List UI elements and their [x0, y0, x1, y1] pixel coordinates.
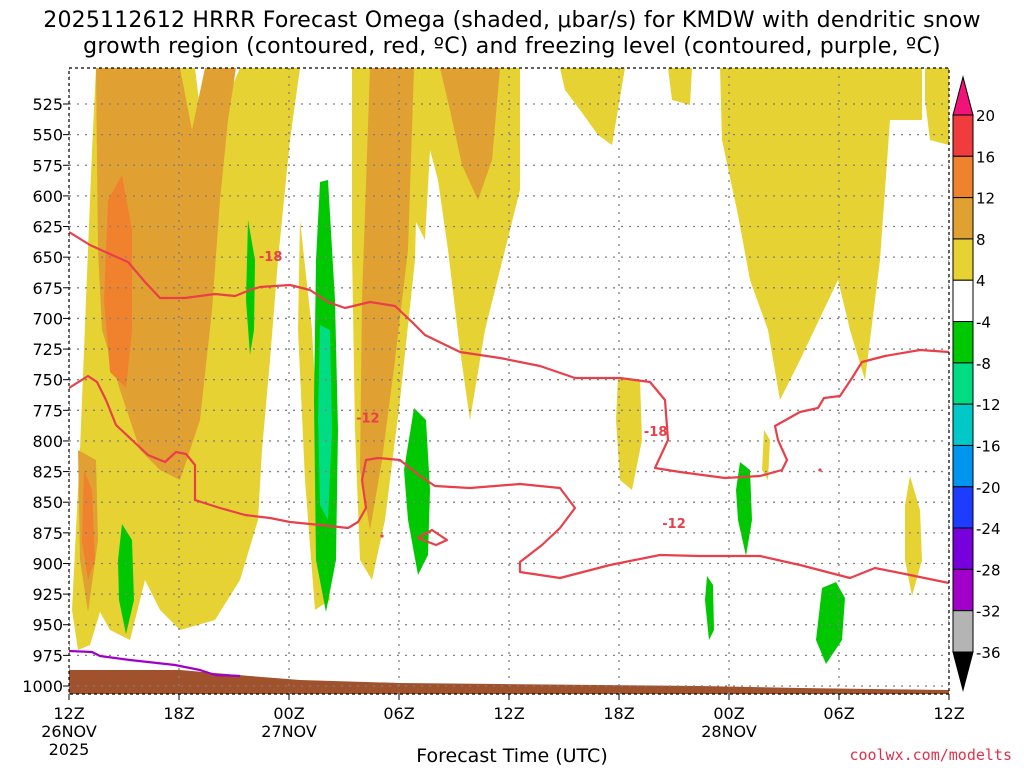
- colorbar-label: -32: [976, 603, 1001, 621]
- colorbar-label: -12: [976, 396, 1001, 414]
- y-tick-label: 925: [32, 585, 63, 604]
- omega-yellow-mid2: [560, 68, 625, 145]
- y-tick-label: 975: [32, 646, 63, 665]
- omega-tan-mid: [360, 68, 414, 530]
- colorbar-swatch: [952, 321, 974, 364]
- y-tick-label: 950: [32, 616, 63, 635]
- x-tick-label: 00Z: [273, 704, 304, 723]
- colorbar-label: 8: [976, 231, 986, 249]
- omega-yellow-right2: [925, 68, 949, 145]
- y-tick-label: 850: [32, 493, 63, 512]
- colorbar-swatch: [952, 155, 974, 199]
- omega-green-3: [118, 524, 134, 634]
- y-tick-label: 550: [32, 126, 63, 145]
- colorbar-top-arrow: [952, 75, 974, 116]
- x-tick-date: 28NOV: [701, 722, 757, 741]
- x-tick-year: 2025: [49, 740, 90, 759]
- colorbar-label: 20: [976, 107, 995, 125]
- omega-orange-low: [82, 470, 95, 580]
- x-axis-title: Forecast Time (UTC): [416, 745, 608, 767]
- omega-green-5: [705, 576, 714, 640]
- y-tick-label: 875: [32, 524, 63, 543]
- omega-yellow-1030: [905, 476, 922, 596]
- x-tick-label: 12Z: [933, 704, 964, 723]
- omega-yellow-right: [720, 68, 922, 400]
- colorbar-swatch: [952, 362, 974, 405]
- dgz-contour-dot-2: [380, 534, 384, 538]
- omega-yellow-0330: [762, 430, 770, 480]
- colorbar-swatch: [952, 486, 974, 529]
- y-tick-label: 750: [32, 371, 63, 390]
- omega-green-6: [816, 582, 845, 664]
- omega-yellow-mid3: [668, 68, 692, 105]
- colorbar-label: 12: [976, 190, 995, 208]
- x-tick-label: 00Z: [713, 704, 744, 723]
- colorbar-swatch: [952, 444, 974, 488]
- omega-yellow-mid: [415, 68, 520, 420]
- x-tick-label: 06Z: [383, 704, 414, 723]
- y-tick-label: 650: [32, 248, 63, 267]
- colorbar-label: -36: [976, 644, 1001, 662]
- colorbar-label: -20: [976, 479, 1001, 497]
- chart-title-line-1: 2025112612 HRRR Forecast Omega (shaded, …: [43, 8, 981, 33]
- y-tick-label: 525: [32, 95, 63, 114]
- contour-label-0: -18: [259, 250, 283, 265]
- dgz-contour-minus12: [69, 374, 949, 585]
- site-credit: coolwx.com/modelts: [849, 746, 1012, 764]
- colorbar-swatch: [952, 568, 974, 612]
- colorbar-label: -8: [976, 355, 991, 373]
- y-tick-label: 725: [32, 340, 63, 359]
- colorbar-label: 4: [976, 272, 986, 290]
- terrain-ground: [69, 670, 949, 694]
- y-tick-label: 775: [32, 401, 63, 420]
- omega-green-2: [404, 408, 430, 575]
- colorbar-swatch: [952, 238, 974, 281]
- chart-title: 2025112612 HRRR Forecast Omega (shaded, …: [0, 8, 1024, 60]
- dgz-contour-loop: [416, 528, 449, 547]
- colorbar-swatch: [952, 279, 974, 323]
- colorbar-swatch: [952, 197, 974, 240]
- colorbar-label: 16: [976, 148, 995, 166]
- colorbar-bottom-arrow: [952, 651, 974, 692]
- colorbar-swatch: [952, 114, 974, 157]
- y-tick-label: 675: [32, 279, 63, 298]
- y-tick-label: 575: [32, 156, 63, 175]
- omega-cyan-1: [318, 325, 332, 520]
- omega-orange-left: [104, 175, 132, 388]
- colorbar-label: -24: [976, 520, 1001, 538]
- colorbar-swatch: [952, 403, 974, 446]
- chart-title-line-2: growth region (contoured, red, ºC) and f…: [83, 34, 941, 59]
- x-tick-label: 12Z: [493, 704, 524, 723]
- y-tick-label: 625: [32, 218, 63, 237]
- x-tick-label: 12Z: [53, 704, 84, 723]
- colorbar-label: -28: [976, 561, 1001, 579]
- x-tick-label: 18Z: [603, 704, 634, 723]
- y-tick-label: 700: [32, 309, 63, 328]
- colorbar-swatch: [952, 527, 974, 570]
- dgz-contour-minus18: [69, 231, 949, 480]
- freezing-level-contour: [69, 649, 241, 678]
- contour-label-2: -18: [644, 425, 668, 440]
- y-tick-label: 800: [32, 432, 63, 451]
- x-tick-label: 06Z: [823, 704, 854, 723]
- x-tick-date: 26NOV: [41, 722, 97, 741]
- colorbar-label: -4: [976, 314, 991, 332]
- y-tick-label: 600: [32, 187, 63, 206]
- dgz-contour-dot: [818, 468, 822, 472]
- omega-yellow-1830: [616, 378, 642, 490]
- omega-tan-left: [96, 68, 236, 480]
- y-tick-label: 1000: [22, 677, 63, 696]
- x-tick-label: 18Z: [163, 704, 194, 723]
- y-tick-label: 900: [32, 554, 63, 573]
- y-tick-label: 825: [32, 463, 63, 482]
- colorbar-swatch: [952, 610, 974, 653]
- omega-green-4: [736, 462, 752, 556]
- contour-label-3: -12: [662, 517, 686, 532]
- contour-label-1: -12: [356, 412, 380, 427]
- omega-green-0: [246, 220, 255, 355]
- x-tick-date: 27NOV: [261, 722, 317, 741]
- colorbar-label: -16: [976, 437, 1001, 455]
